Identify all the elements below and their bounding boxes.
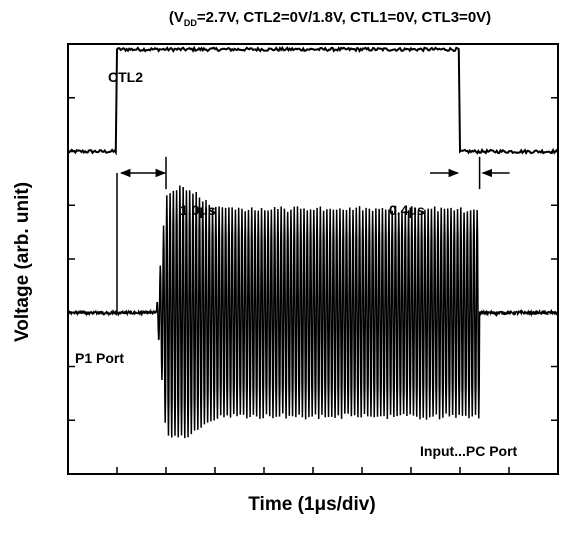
title-subscript: DD — [184, 18, 197, 28]
annotation-ctl2: CTL2 — [108, 69, 143, 85]
annotation-p1-port: P1 Port — [75, 350, 124, 366]
y-axis-label: Voltage (arb. unit) — [12, 182, 33, 342]
title-prefix: (V — [169, 9, 184, 26]
traces — [67, 45, 559, 439]
series-p1-port-trace — [67, 185, 559, 439]
x-axis-label: Time (1μs/div) — [248, 494, 375, 515]
title-suffix: =2.7V, CTL2=0V/1.8V, CTL1=0V, CTL3=0V) — [197, 9, 491, 26]
annotation-interval-1us: 1.0μs — [180, 202, 216, 218]
annotations: CTL2 P1 Port Input...PC Port 1.0μs 0.4μs — [75, 69, 518, 459]
annotation-interval-0p4us: 0.4μs — [389, 202, 425, 218]
series-ctl2-trace — [67, 45, 559, 156]
annotation-input-pc-port: Input...PC Port — [420, 443, 518, 459]
chart-title: (VDD=2.7V, CTL2=0V/1.8V, CTL1=0V, CTL3=0… — [169, 9, 491, 28]
